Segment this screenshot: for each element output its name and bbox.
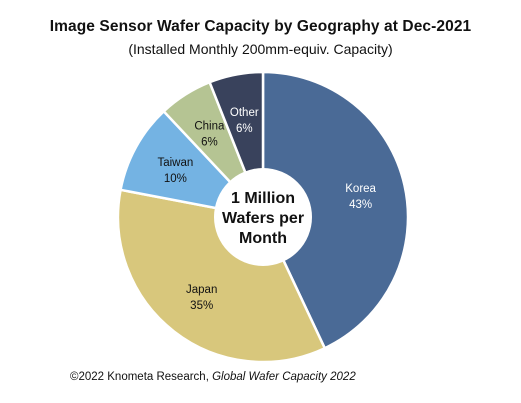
source-footer: ©2022 Knometa Research, Global Wafer Cap…	[70, 371, 356, 383]
slice-value: 35%	[190, 300, 213, 312]
slice-name: Korea	[345, 183, 376, 195]
slice-value: 43%	[349, 199, 372, 211]
slice-label-korea: Korea 43%	[345, 183, 376, 211]
footer-copyright: ©2022 Knometa Research,	[70, 371, 213, 383]
center-label-line: Wafers per	[222, 210, 304, 227]
slice-name: China	[194, 121, 225, 133]
chart-title: Image Sensor Wafer Capacity by Geography…	[49, 18, 472, 35]
center-label-line: 1 Million	[231, 190, 295, 207]
slice-name: Other	[230, 107, 259, 119]
slice-name: Taiwan	[157, 157, 193, 169]
slice-label-japan: Japan 35%	[186, 284, 217, 312]
center-hole	[214, 168, 312, 266]
slice-label-china: China 6%	[194, 121, 225, 149]
slice-value: 6%	[201, 137, 218, 149]
footer-source: Global Wafer Capacity 2022	[212, 371, 356, 383]
chart-subtitle: (Installed Monthly 200mm-equiv. Capacity…	[128, 41, 393, 57]
slice-name: Japan	[186, 284, 217, 296]
slice-value: 6%	[236, 123, 253, 135]
center-label-line: Month	[239, 230, 287, 247]
slice-japan	[116, 188, 326, 364]
slice-label-other: Other 6%	[230, 107, 259, 135]
center-label: 1 Million Wafers per Month	[222, 190, 304, 247]
slice-label-taiwan: Taiwan 10%	[157, 157, 193, 185]
slice-labels: Korea 43% Japan 35% Taiwan 10% China 6% Other 6%	[157, 107, 376, 312]
slice-korea	[261, 70, 410, 350]
slice-value: 10%	[164, 173, 187, 185]
